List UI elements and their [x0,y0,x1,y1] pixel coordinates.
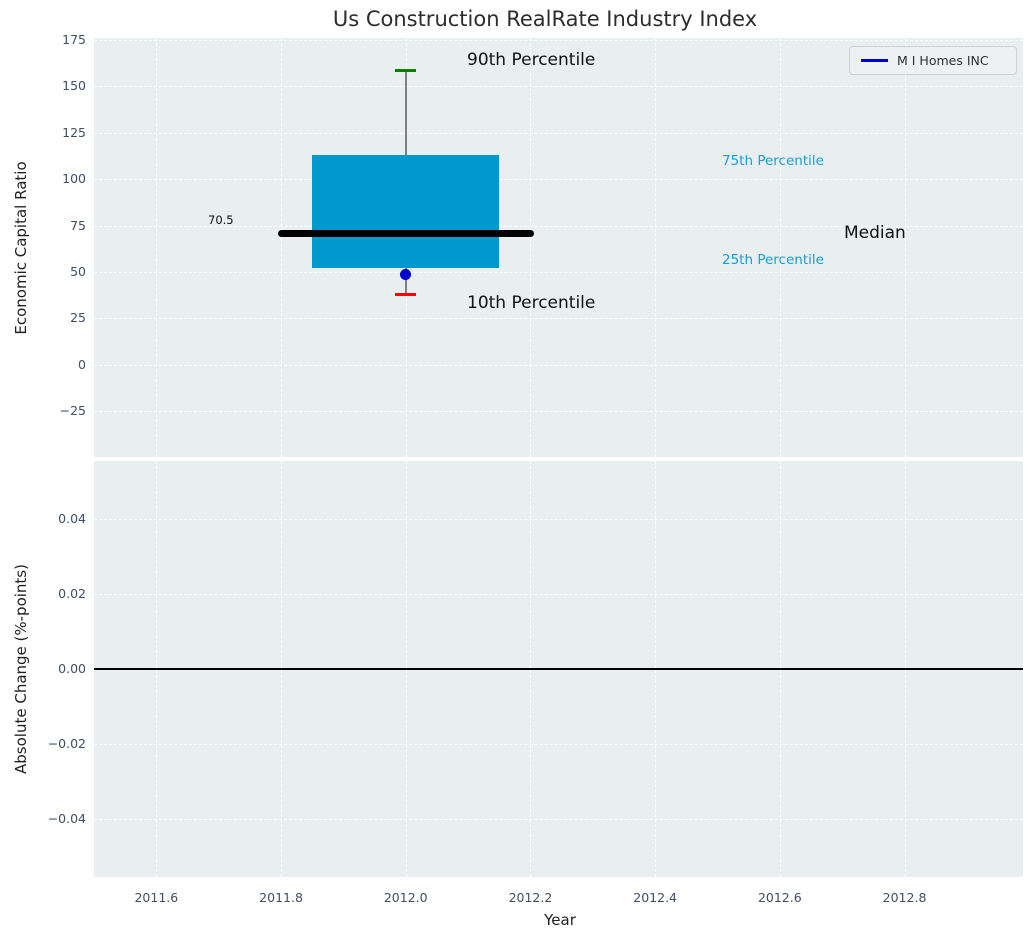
gridline-horizontal [94,132,1023,134]
whisker-cap-90th [395,68,417,73]
top-axes [94,38,1023,457]
y-tick-label: 50 [70,264,86,280]
y-tick-label: 150 [62,78,86,94]
legend-label: M I Homes INC [897,53,989,68]
zero-line [94,668,1023,670]
x-tick-label: 2012.0 [383,890,428,905]
annotation-10th-percentile: 10th Percentile [467,293,596,313]
x-tick-label: 2012.6 [757,890,802,905]
gridline-horizontal [94,86,1023,88]
y-tick-label: 75 [70,217,86,233]
y-tick-label: 175 [62,31,86,47]
gridline-vertical [530,38,532,457]
y-tick-label: −0.04 [47,810,86,826]
page-title: Us Construction RealRate Industry Index [332,7,758,31]
annotation-90th-percentile: 90th Percentile [467,50,596,70]
annotation-75th-percentile: 75th Percentile [722,153,824,169]
gridline-horizontal [94,39,1023,41]
legend: M I Homes INC [849,46,1017,75]
bottom-y-axis-label: Absolute Change (%-points) [12,564,30,774]
gridline-horizontal [94,743,1023,745]
whisker-cap-10th [395,292,417,296]
gridline-horizontal [94,318,1023,320]
y-tick-label: 125 [62,124,86,140]
x-tick-label: 2012.8 [882,890,927,905]
company-point [400,269,412,281]
legend-line-swatch [861,59,888,62]
gridline-vertical [779,38,781,457]
annotation-25th-percentile: 25th Percentile [722,252,824,268]
y-tick-label: 0 [78,356,86,372]
gridline-vertical [156,38,158,457]
gridline-vertical [904,38,906,457]
gridline-horizontal [94,272,1023,274]
y-tick-label: 25 [70,310,86,326]
x-axis-label: Year [544,911,576,929]
top-y-axis-label: Economic Capital Ratio [12,161,30,335]
gridline-horizontal [94,179,1023,181]
gridline-horizontal [94,519,1023,521]
x-tick-label: 2011.6 [134,890,179,905]
y-tick-label: 0.02 [58,586,86,602]
gridline-horizontal [94,364,1023,366]
y-tick-label: 100 [62,171,86,187]
gridline-horizontal [94,411,1023,413]
annotation-median: Median [844,223,906,243]
y-tick-label: 0.00 [58,661,86,676]
gridline-vertical [655,38,657,457]
y-tick-label: −25 [59,403,86,419]
gridline-horizontal [94,594,1023,596]
x-tick-label: 2012.2 [508,890,553,905]
gridline-horizontal [94,225,1023,227]
x-tick-label: 2012.4 [633,890,678,905]
gridline-vertical [281,38,283,457]
x-tick-label: 2011.8 [259,890,303,905]
box-iqr [312,155,500,269]
gridline-horizontal [94,818,1023,820]
annotation-median-value: 70.5 [208,213,234,227]
median-line [277,230,534,238]
y-tick-label: 0.04 [58,511,86,527]
y-tick-label: −0.02 [47,735,86,751]
